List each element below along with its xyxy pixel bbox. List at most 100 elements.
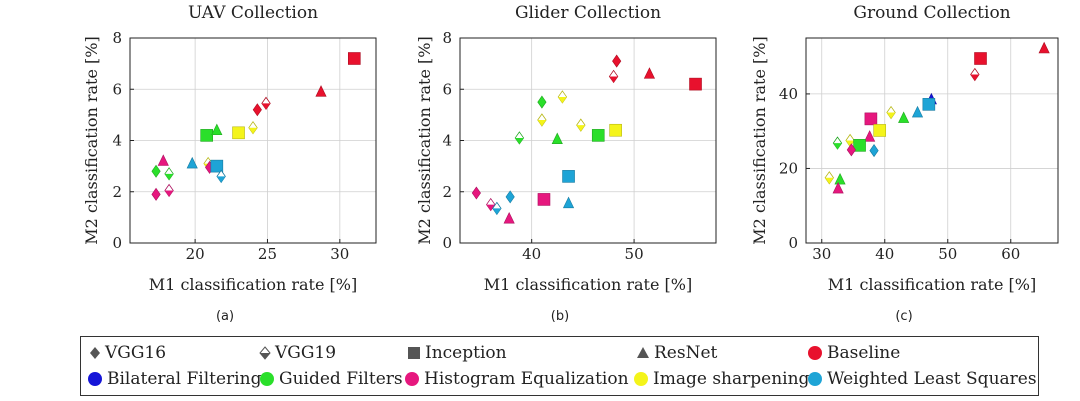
data-point-11 (832, 136, 843, 150)
chart-panel-1: 20 25 30 0 2 4 6 8 UAV Collection M1 classificati… (82, 3, 377, 324)
x-tick-label: 30 (330, 245, 349, 263)
y-tick-label: 4 (112, 132, 122, 150)
data-point-19 (503, 211, 515, 224)
legend-label-image-sharpening: Image sharpening (653, 369, 810, 389)
chart-title: Glider Collection (515, 3, 661, 23)
data-point-0 (347, 52, 361, 65)
data-point-4 (232, 126, 245, 140)
data-point-2 (643, 67, 656, 79)
data-point-6 (537, 113, 547, 127)
data-point-9 (591, 129, 605, 142)
data-point-1 (315, 85, 327, 97)
data-point-0 (1038, 41, 1050, 54)
data-point-2 (970, 67, 980, 82)
data-point-8 (864, 112, 878, 126)
data-point-15 (869, 144, 879, 158)
data-point-13 (186, 156, 198, 169)
data-point-5 (911, 105, 924, 118)
circle-icon (405, 372, 419, 386)
data-point-16 (824, 171, 834, 185)
data-point-8 (609, 123, 622, 137)
x-tick-label: 25 (258, 245, 277, 263)
data-point-12 (845, 133, 855, 148)
data-points (151, 52, 361, 201)
y-tick-label: 2 (112, 183, 122, 201)
data-point-17 (216, 169, 226, 184)
y-tick-label: 40 (779, 85, 798, 103)
x-tick-label: 40 (522, 245, 541, 263)
chart-title: Ground Collection (853, 3, 1010, 23)
square-icon (408, 347, 420, 359)
data-point-1 (608, 69, 619, 84)
data-point-17 (537, 193, 551, 206)
data-point-14 (486, 197, 496, 212)
panel-caption: (a) (216, 309, 234, 324)
data-point-9 (873, 124, 887, 137)
legend-label-bilateral-filtering: Bilateral Filtering (107, 369, 262, 389)
legend-item-resnet: ResNet (636, 343, 717, 363)
y-tick-label: 8 (442, 29, 452, 47)
data-point-13 (471, 186, 481, 200)
legend-label-vgg16: VGG16 (105, 343, 167, 363)
data-point-0 (612, 54, 622, 68)
data-point-18 (832, 181, 844, 194)
y-axis-label: M2 classification rate [%] (415, 36, 434, 244)
data-point-14 (846, 143, 856, 157)
y-tick-label: 20 (779, 159, 798, 177)
data-point-15 (492, 201, 502, 216)
data-point-8 (157, 154, 169, 166)
y-tick-label: 0 (442, 234, 452, 252)
legend: VGG16 VGG19 Inception ResNet Baseline Bi… (80, 336, 1039, 396)
data-point-7 (898, 111, 910, 123)
legend-item-guided-filters: Guided Filters (259, 369, 403, 389)
y-axis-label: M2 classification rate [%] (82, 36, 101, 244)
y-tick-label: 6 (442, 80, 452, 98)
data-point-10 (164, 167, 174, 181)
legend-item-image-sharpening: Image sharpening (633, 369, 809, 389)
legend-label-histogram-equalization: Histogram Equalization (424, 369, 629, 389)
data-point-18 (562, 196, 575, 209)
y-tick-label: 4 (442, 132, 452, 150)
chart-panel-3: 30 40 50 60 0 20 40 Ground Collection M1 classif… (750, 3, 1059, 324)
circle-icon (808, 372, 822, 386)
data-point-11 (551, 132, 563, 145)
x-tick-label: 30 (812, 245, 831, 263)
data-point-11 (151, 187, 161, 201)
y-tick-label: 0 (112, 234, 122, 252)
panel-caption: (c) (895, 309, 912, 324)
plot-frame (805, 37, 1059, 244)
data-point-4 (922, 98, 936, 111)
x-axis-label: M1 classification rate [%] (828, 275, 1036, 294)
data-point-7 (576, 118, 586, 132)
legend-label-weighted-least-squares: Weighted Least Squares (827, 369, 1037, 389)
chart-panel-2: 40 50 0 2 4 6 8 Glider Collection M1 classificat… (415, 3, 717, 324)
data-point-1 (974, 52, 987, 65)
data-point-6 (200, 129, 213, 142)
data-point-16 (505, 190, 515, 204)
data-point-12 (562, 170, 575, 183)
legend-item-vgg19: VGG19 (259, 343, 336, 363)
data-point-3 (689, 77, 702, 91)
y-tick-label: 8 (112, 29, 122, 47)
legend-label-guided-filters: Guided Filters (279, 369, 403, 389)
data-point-16 (210, 159, 224, 173)
legend-item-inception: Inception (407, 343, 507, 363)
legend-label-resnet: ResNet (654, 343, 718, 363)
data-point-3 (261, 96, 271, 111)
x-tick-label: 50 (938, 245, 957, 263)
circle-icon (260, 372, 274, 386)
y-tick-label: 0 (788, 234, 798, 252)
x-axis-label: M1 classification rate [%] (149, 275, 357, 294)
x-tick-label: 50 (625, 245, 644, 263)
data-point-7 (211, 123, 223, 136)
y-tick-label: 2 (442, 183, 452, 201)
data-point-4 (557, 90, 568, 104)
x-tick-label: 40 (875, 245, 894, 263)
data-point-10 (514, 131, 525, 145)
data-point-12 (164, 183, 174, 198)
data-point-2 (252, 103, 262, 117)
legend-item-vgg16: VGG16 (89, 343, 166, 363)
x-axis-label: M1 classification rate [%] (484, 275, 692, 294)
legend-item-weighted-least-squares: Weighted Least Squares (807, 369, 1037, 389)
data-point-9 (151, 164, 161, 178)
